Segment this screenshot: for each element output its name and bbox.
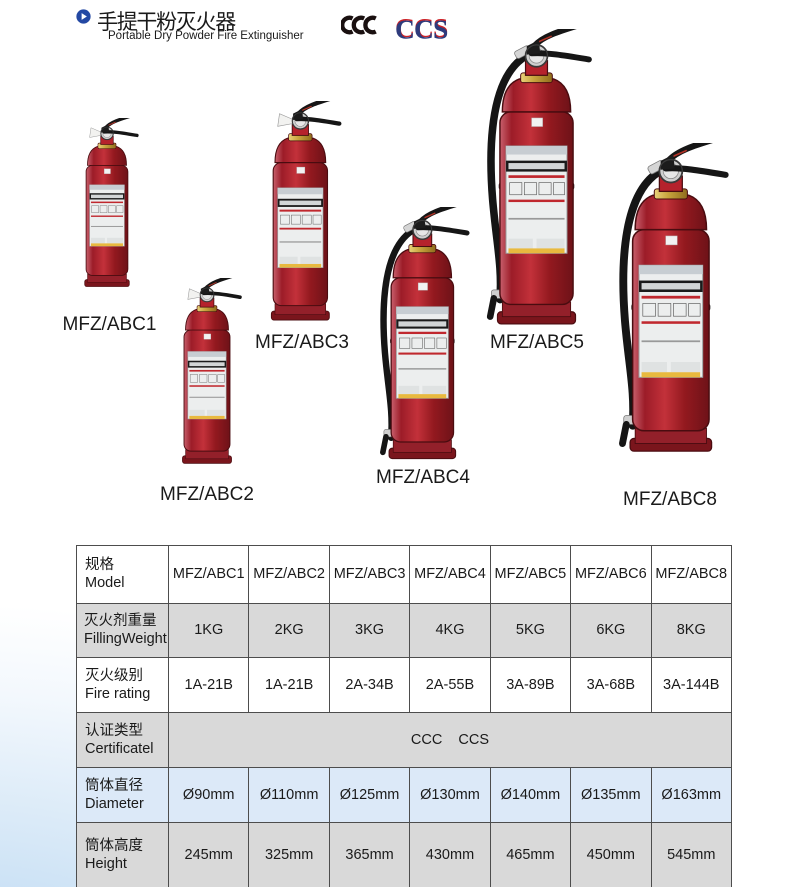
svg-text:CCS: CCS <box>395 13 448 44</box>
